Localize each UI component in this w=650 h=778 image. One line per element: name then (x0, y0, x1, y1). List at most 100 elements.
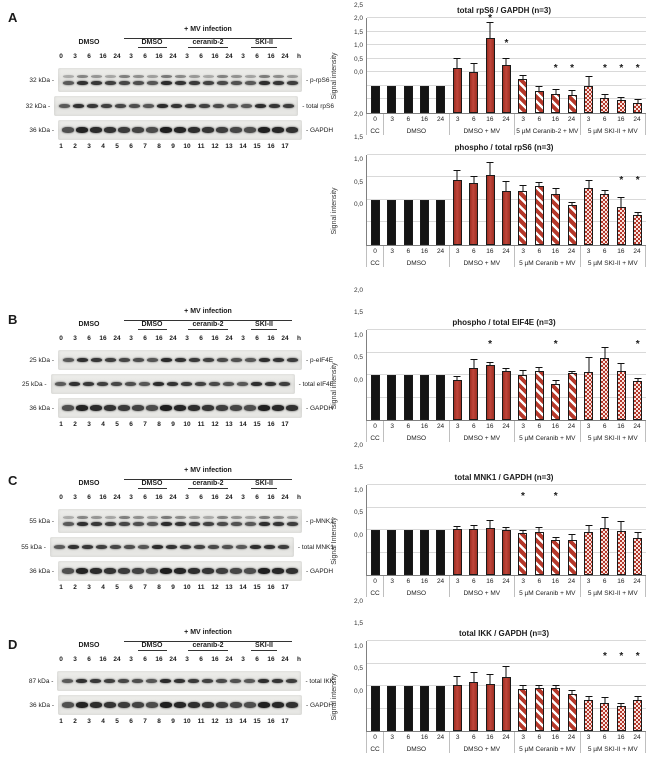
blot-lane (173, 516, 187, 519)
bar (387, 375, 397, 420)
blot-lane (131, 516, 145, 519)
x-group-cell: 0 CC (366, 245, 383, 268)
protein-band (272, 405, 284, 411)
x-time-label: 16 (420, 247, 429, 255)
blot-lane (127, 104, 141, 108)
kda-label: 32 kDa - (25, 102, 51, 110)
error-bar (502, 526, 510, 530)
blot-lane (229, 81, 243, 85)
bar (501, 190, 511, 245)
time-label: 16 (211, 53, 219, 60)
blot-lane (89, 522, 103, 526)
x-axis-labels: 0 CC 3 6 16 24 DMSO 3 6 16 24 DMSO + MV 3 6 16 24 5 µM C… (366, 576, 646, 598)
protein-band (202, 81, 214, 85)
lane-number-row: 1 2 3 4 5 6 7 8 9 10 11 12 13 14 15 16 17 (54, 718, 292, 725)
band-target-label: - p-eIF4E (306, 356, 334, 364)
error-bar (535, 85, 543, 91)
blot-group-dmso: DMSO (54, 321, 124, 334)
lane-number: 3 (87, 143, 91, 150)
protein-band (202, 358, 214, 362)
error-bar (519, 75, 527, 79)
protein-band (89, 679, 101, 683)
x-time-label: 3 (455, 115, 460, 123)
bar (551, 93, 561, 113)
protein-band (118, 568, 130, 574)
time-label: 24 (281, 335, 289, 342)
protein-band (278, 545, 290, 549)
error-bar (502, 367, 510, 371)
blot-lane (253, 104, 267, 108)
bar-slot (580, 155, 596, 245)
protein-band (244, 522, 256, 526)
bar-slot (433, 641, 449, 731)
protein-band-faint (104, 516, 116, 519)
x-group-label: CC (370, 127, 380, 135)
panel-b-letter: B (8, 312, 18, 327)
x-group-label: 5 µM SKI-II + MV (587, 590, 638, 597)
protein-band (230, 568, 242, 574)
blot-lane (103, 405, 117, 411)
blot-lane (214, 679, 228, 683)
protein-band (132, 522, 144, 526)
protein-band (258, 405, 270, 411)
protein-band (132, 405, 144, 411)
bar (633, 103, 643, 113)
blot-lane (53, 545, 67, 549)
lane-number: 4 (101, 718, 105, 725)
mv-infection-underline (124, 479, 292, 480)
bar (469, 528, 479, 575)
charts-d: total IKK / GAPDH (n=3) Signal intensity 0… (331, 598, 646, 754)
x-time-label: 24 (567, 115, 576, 123)
x-time-label: 3 (521, 423, 525, 430)
time-label: 16 (211, 656, 219, 663)
protein-band-faint (118, 516, 130, 519)
lane-number: 4 (101, 421, 105, 428)
bar (387, 686, 397, 731)
time-label: 24 (225, 53, 233, 60)
error-bar (502, 57, 510, 66)
blot-lane (271, 568, 285, 574)
bar-slot (531, 155, 547, 245)
kda-label: 32 kDa - (29, 76, 54, 84)
chart-body: Signal intensity 0,0 0,5 1,0 1,5 2,0 * * * 0 CC 3 6 1… (331, 287, 646, 443)
protein-band (286, 81, 298, 85)
blot-lane (200, 679, 214, 683)
bar-slot (400, 485, 416, 575)
bar (387, 85, 397, 113)
protein-band (104, 358, 116, 362)
bar (370, 85, 380, 113)
protein-band (128, 104, 140, 108)
protein-band-faint (202, 516, 214, 519)
bar-slot (400, 641, 416, 731)
protein-band (160, 702, 172, 708)
blot-lane (201, 358, 215, 362)
blot-lane (61, 358, 75, 362)
blot-lane (215, 127, 229, 133)
error-bar (568, 201, 576, 206)
significance-star: * (619, 62, 624, 74)
error-bar (486, 162, 494, 176)
protein-band (272, 358, 284, 362)
protein-band (258, 702, 270, 708)
protein-band (174, 702, 186, 708)
bar (534, 370, 544, 420)
time-label: 3 (185, 656, 189, 663)
blot-lane (250, 382, 264, 386)
blot-lane (74, 679, 88, 683)
bar (485, 527, 495, 575)
x-time-label: 6 (537, 578, 542, 585)
blot-lane (172, 679, 186, 683)
blot-lane (228, 679, 242, 683)
bar-slot (548, 155, 564, 245)
blot-lane (152, 382, 166, 386)
blot-lane (159, 405, 173, 411)
chart-phospho-total-rps6: phospho / total rpS6 (n=3) Signal intensi… (331, 111, 646, 268)
x-group-label: DMSO + MV (463, 259, 501, 267)
y-tick-label: 0,5 (353, 55, 363, 63)
error-bar (453, 676, 461, 686)
panel-d: D + MV infection DMSO DMSO ceranib-2 SKI-II 0… (0, 598, 650, 778)
blot-lane (103, 81, 117, 85)
blot-strip-row: 36 kDa - - GAPDH (12, 561, 334, 581)
time-label: 16 (99, 53, 107, 60)
protein-band (90, 405, 102, 411)
